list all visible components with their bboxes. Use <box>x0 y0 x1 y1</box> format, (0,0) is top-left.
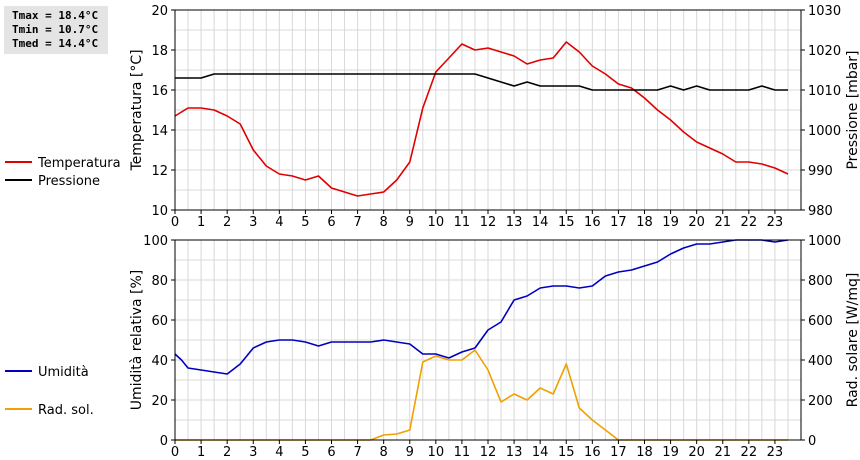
bottom-y-right-tick-label: 200 <box>808 394 833 409</box>
top-x-tick-label: 18 <box>636 215 653 230</box>
bottom-x-tick-label: 10 <box>428 445 445 460</box>
top-y-left-tick-label: 10 <box>151 204 168 219</box>
stats-box: Tmax = 18.4°C Tmin = 10.7°C Tmed = 14.4°… <box>4 6 108 54</box>
bottom-x-tick-label: 2 <box>223 445 231 460</box>
top-y-right-tick-label: 1000 <box>808 124 841 139</box>
bottom-x-tick-label: 3 <box>249 445 257 460</box>
top-legend-label-0: Temperatura <box>37 156 121 171</box>
top-x-tick-label: 12 <box>480 215 497 230</box>
bottom-x-tick-label: 12 <box>480 445 497 460</box>
top-series-line-1 <box>175 73 788 91</box>
top-legend-label-1: Pressione <box>38 174 100 189</box>
bottom-y-left-tick-label: 40 <box>151 354 168 369</box>
top-y-left-tick-label: 16 <box>151 84 168 99</box>
bottom-y-right-tick-label: 0 <box>808 434 816 449</box>
top-x-tick-label: 15 <box>558 215 575 230</box>
top-x-tick-label: 19 <box>662 215 679 230</box>
top-x-tick-label: 9 <box>406 215 414 230</box>
top-x-tick-label: 22 <box>741 215 758 230</box>
top-x-tick-label: 4 <box>275 215 283 230</box>
bottom-x-tick-label: 4 <box>275 445 283 460</box>
bottom-series-line-1 <box>175 349 788 441</box>
bottom-x-tick-label: 0 <box>171 445 179 460</box>
top-x-tick-label: 16 <box>584 215 601 230</box>
bottom-y-left-tick-label: 60 <box>151 314 168 329</box>
top-x-tick-label: 17 <box>610 215 627 230</box>
top-y-left-tick-label: 20 <box>151 4 168 19</box>
bottom-x-tick-label: 7 <box>353 445 361 460</box>
bottom-y-left-tick-label: 100 <box>143 234 168 249</box>
top-x-tick-label: 5 <box>301 215 309 230</box>
bottom-x-tick-label: 5 <box>301 445 309 460</box>
bottom-y-right-tick-label: 1000 <box>808 234 841 249</box>
bottom-x-tick-label: 9 <box>406 445 414 460</box>
bottom-x-tick-label: 1 <box>197 445 205 460</box>
top-y-right-tick-label: 1010 <box>808 84 841 99</box>
bottom-y-right-label: Rad. solare [W/mq] <box>845 273 860 408</box>
bottom-legend-label-0: Umidità <box>38 365 89 380</box>
top-x-tick-label: 3 <box>249 215 257 230</box>
top-x-tick-label: 13 <box>506 215 523 230</box>
top-x-tick-label: 0 <box>171 215 179 230</box>
top-y-left-label: Temperatura [°C] <box>129 49 145 171</box>
bottom-y-right-tick-label: 400 <box>808 354 833 369</box>
bottom-x-tick-label: 8 <box>380 445 388 460</box>
top-y-right-tick-label: 980 <box>808 204 833 219</box>
bottom-y-left-tick-label: 0 <box>160 434 168 449</box>
top-y-right-tick-label: 1030 <box>808 4 841 19</box>
top-x-tick-label: 7 <box>353 215 361 230</box>
bottom-legend-label-1: Rad. sol. <box>38 403 94 418</box>
top-series-line-0 <box>174 41 789 197</box>
bottom-x-tick-label: 19 <box>662 445 679 460</box>
bottom-y-left-label: Umidità relativa [%] <box>129 270 145 411</box>
top-y-left-tick-label: 14 <box>151 124 168 139</box>
bottom-x-tick-label: 14 <box>532 445 549 460</box>
top-x-tick-label: 21 <box>714 215 731 230</box>
top-x-tick-label: 23 <box>767 215 784 230</box>
bottom-x-tick-label: 20 <box>688 445 705 460</box>
bottom-x-tick-label: 16 <box>584 445 601 460</box>
bottom-x-tick-label: 18 <box>636 445 653 460</box>
bottom-x-tick-label: 23 <box>767 445 784 460</box>
bottom-x-tick-label: 6 <box>327 445 335 460</box>
bottom-y-left-tick-label: 20 <box>151 394 168 409</box>
bottom-x-tick-label: 15 <box>558 445 575 460</box>
top-x-tick-label: 1 <box>197 215 205 230</box>
top-y-right-tick-label: 1020 <box>808 44 841 59</box>
top-x-tick-label: 2 <box>223 215 231 230</box>
top-x-tick-label: 11 <box>454 215 471 230</box>
bottom-x-tick-label: 22 <box>741 445 758 460</box>
top-x-tick-label: 20 <box>688 215 705 230</box>
bottom-x-tick-label: 11 <box>454 445 471 460</box>
top-x-tick-label: 10 <box>428 215 445 230</box>
bottom-x-tick-label: 17 <box>610 445 627 460</box>
bottom-y-right-tick-label: 600 <box>808 314 833 329</box>
top-y-right-tick-label: 990 <box>808 164 833 179</box>
bottom-series-line-0 <box>174 239 789 375</box>
top-x-tick-label: 8 <box>380 215 388 230</box>
tmed-text: Tmed = 14.4°C <box>12 37 99 50</box>
top-y-right-label: Pressione [mbar] <box>845 50 860 169</box>
top-x-tick-label: 14 <box>532 215 549 230</box>
bottom-y-left-tick-label: 80 <box>151 274 168 289</box>
top-y-left-tick-label: 12 <box>151 164 168 179</box>
top-y-left-tick-label: 18 <box>151 44 168 59</box>
tmax-text: Tmax = 18.4°C <box>12 9 99 22</box>
bottom-x-tick-label: 13 <box>506 445 523 460</box>
bottom-y-right-tick-label: 800 <box>808 274 833 289</box>
top-x-tick-label: 6 <box>327 215 335 230</box>
bottom-x-tick-label: 21 <box>714 445 731 460</box>
tmin-text: Tmin = 10.7°C <box>12 23 99 36</box>
